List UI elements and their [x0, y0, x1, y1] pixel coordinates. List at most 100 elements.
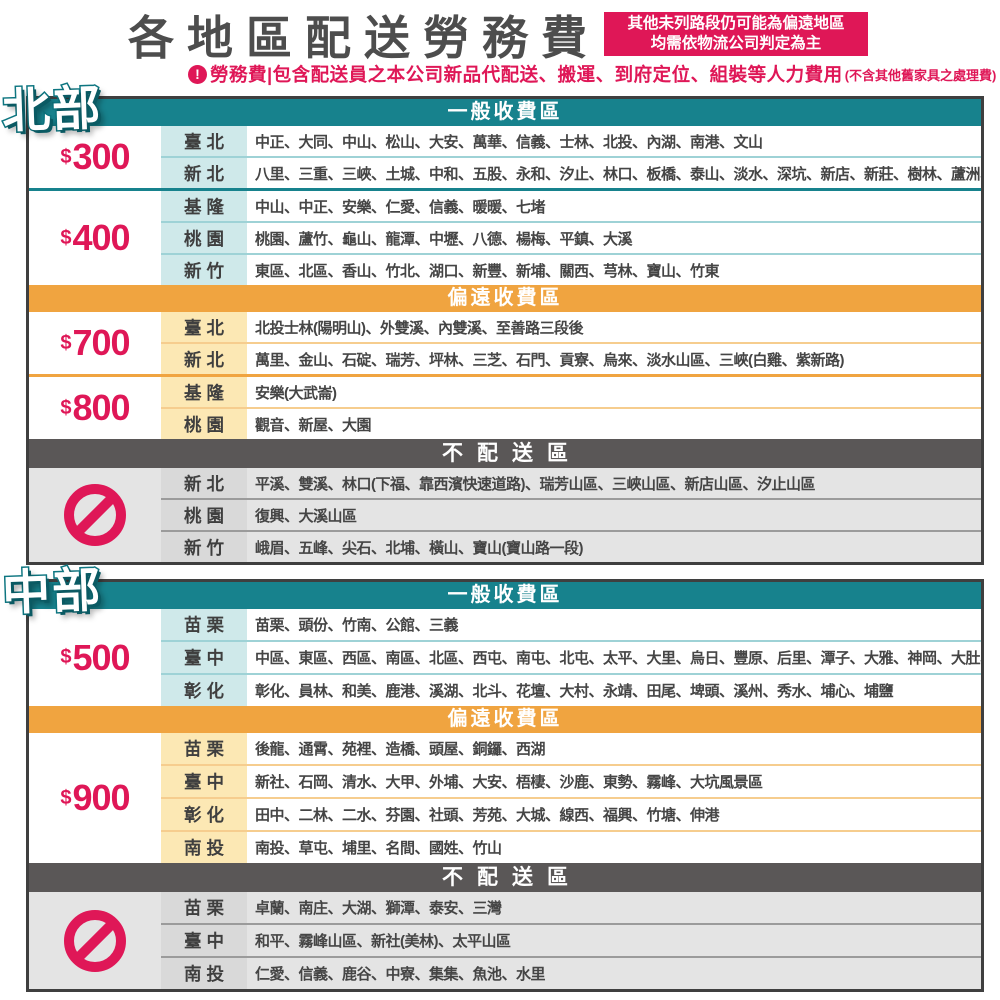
table-row: 彰化 田中、二林、二水、芬園、社頭、芳苑、大城、線西、福興、竹塘、伸港 — [161, 797, 981, 830]
price-cell: $900 — [29, 733, 161, 863]
currency-symbol: $ — [60, 226, 72, 249]
price-cell: $500 — [29, 609, 161, 706]
region-label: 苗栗 — [161, 609, 247, 640]
table-row: 苗栗 後龍、通霄、苑裡、造橋、頭屋、銅鑼、西湖 — [161, 733, 981, 764]
zone-central-no-delivery: 不配送區 苗栗 卓蘭、南庄、大湖、獅潭、泰安、三灣 臺中 和平、霧峰山區、新社(… — [29, 863, 981, 989]
price-amount: 300 — [72, 136, 131, 177]
region-areas: 和平、霧峰山區、新社(美林)、太平山區 — [255, 933, 511, 950]
table-row: 南投 南投、草屯、埔里、名間、國姓、竹山 — [161, 830, 981, 863]
table-row: 臺中 新社、石岡、清水、大甲、外埔、大安、梧棲、沙鹿、東勢、霧峰、大坑風景區 — [161, 764, 981, 797]
table-row: 基隆 中山、中正、安樂、仁愛、信義、暖暖、七堵 — [161, 191, 981, 221]
region-label: 臺北 — [161, 126, 247, 156]
table-row: 臺中 和平、霧峰山區、新社(美林)、太平山區 — [161, 923, 981, 956]
region-label: 臺中 — [161, 925, 247, 956]
region-areas: 北投士林(陽明山)、外雙溪、內雙溪、至善路三段後 — [255, 319, 584, 337]
zone-header-general: 一般收費區 — [29, 99, 981, 126]
subtitle-suffix: (不含其他舊家具之處理費) — [844, 67, 997, 83]
zone-header-remote: 偏遠收費區 — [29, 706, 981, 733]
no-delivery-group: 苗栗 卓蘭、南庄、大湖、獅潭、泰安、三灣 臺中 和平、霧峰山區、新社(美林)、太… — [29, 892, 981, 989]
title-note-line1: 其他未列路段仍可能為偏遠地區 — [627, 15, 845, 32]
region-label: 彰化 — [161, 799, 247, 830]
zone-north-general: 一般收費區 $300 臺北 中正、大同、中山、松山、大安、萬華、信義、士林、北投… — [29, 99, 981, 285]
badge-north: 北部 — [0, 81, 105, 140]
region-areas: 仁愛、信義、鹿谷、中寮、集集、魚池、水里 — [255, 966, 546, 983]
region-areas: 中山、中正、安樂、仁愛、信義、暖暖、七堵 — [255, 198, 546, 216]
table-row: 新北 八里、三重、三峽、土城、中和、五股、永和、汐止、林口、板橋、泰山、淡水、深… — [161, 156, 981, 188]
price-cell: $800 — [29, 377, 161, 439]
region-areas: 復興、大溪山區 — [255, 507, 357, 525]
no-delivery-cell — [29, 892, 161, 989]
region-areas: 卓蘭、南庄、大湖、獅潭、泰安、三灣 — [255, 900, 502, 917]
group-separator — [29, 374, 981, 377]
region-label: 新北 — [161, 468, 247, 498]
alert-icon: ! — [188, 64, 207, 84]
region-areas: 峨眉、五峰、尖石、北埔、橫山、寶山(寶山路一段) — [255, 539, 584, 557]
subtitle-text: 勞務費|包含配送員之本公司新品代配送、搬運、到府定位、組裝等人力費用 — [210, 64, 843, 85]
region-areas: 觀音、新屋、大園 — [255, 416, 372, 434]
region-label: 南投 — [161, 958, 247, 989]
region-areas: 彰化、員林、和美、鹿港、溪湖、北斗、花壇、大村、永靖、田尾、埤頭、溪州、秀水、埔… — [255, 683, 894, 700]
price-amount: 400 — [72, 217, 131, 258]
price-cell: $400 — [29, 191, 161, 285]
fee-table-north: 一般收費區 $300 臺北 中正、大同、中山、松山、大安、萬華、信義、士林、北投… — [26, 96, 984, 565]
region-areas: 萬里、金山、石碇、瑞芳、坪林、三芝、石門、貢寮、烏來、淡水山區、三峽(白雞、紫新… — [255, 351, 845, 369]
zone-header-remote: 偏遠收費區 — [29, 285, 981, 312]
table-row: 臺中 中區、東區、西區、南區、北區、西屯、南屯、北屯、太平、大里、烏日、豐原、后… — [161, 640, 981, 673]
group-separator — [29, 188, 981, 191]
fee-group-900: $900 苗栗 後龍、通霄、苑裡、造橋、頭屋、銅鑼、西湖 臺中 新社、石岡、清水… — [29, 733, 981, 863]
region-label: 彰化 — [161, 675, 247, 706]
zone-central-remote: 偏遠收費區 $900 苗栗 後龍、通霄、苑裡、造橋、頭屋、銅鑼、西湖 臺中 新社… — [29, 706, 981, 863]
table-row: 桃園 桃園、蘆竹、龜山、龍潭、中壢、八德、楊梅、平鎮、大溪 — [161, 221, 981, 253]
region-areas: 苗栗、頭份、竹南、公館、三義 — [255, 617, 459, 634]
table-row: 臺北 中正、大同、中山、松山、大安、萬華、信義、士林、北投、內湖、南港、文山 — [161, 126, 981, 156]
table-row: 苗栗 苗栗、頭份、竹南、公館、三義 — [161, 609, 981, 640]
region-areas: 田中、二林、二水、芬園、社頭、芳苑、大城、線西、福興、竹塘、伸港 — [255, 807, 720, 824]
subtitle: ! 勞務費|包含配送員之本公司新品代配送、搬運、到府定位、組裝等人力費用 (不含… — [188, 61, 996, 87]
zone-header-general: 一般收費區 — [29, 582, 981, 609]
region-label: 臺中 — [161, 642, 247, 673]
region-label: 臺中 — [161, 766, 247, 797]
region-label: 桃園 — [161, 409, 247, 439]
region-areas: 安樂(大武崙) — [255, 384, 337, 402]
title-note: 其他未列路段仍可能為偏遠地區 均需依物流公司判定為主 — [604, 12, 868, 56]
region-areas: 東區、北區、香山、竹北、湖口、新豐、新埔、關西、芎林、寶山、竹東 — [255, 262, 720, 280]
table-row: 桃園 觀音、新屋、大園 — [161, 407, 981, 439]
region-label: 新竹 — [161, 532, 247, 562]
fee-table-central: 一般收費區 $500 苗栗 苗栗、頭份、竹南、公館、三義 臺中 中區、東區、西區… — [26, 579, 984, 992]
region-areas: 南投、草屯、埔里、名間、國姓、竹山 — [255, 840, 502, 857]
region-label: 基隆 — [161, 191, 247, 221]
region-label: 新北 — [161, 158, 247, 188]
table-row: 桃園 復興、大溪山區 — [161, 498, 981, 530]
zone-north-remote: 偏遠收費區 $700 臺北 北投士林(陽明山)、外雙溪、內雙溪、至善路三段後 新… — [29, 285, 981, 439]
table-row: 新北 平溪、雙溪、林口(下福、靠西濱快速道路)、瑞芳山區、三峽山區、新店山區、汐… — [161, 468, 981, 498]
region-areas: 八里、三重、三峽、土城、中和、五股、永和、汐止、林口、板橋、泰山、淡水、深坑、新… — [255, 165, 981, 183]
table-row: 基隆 安樂(大武崙) — [161, 377, 981, 407]
price-amount: 700 — [72, 322, 131, 363]
price-amount: 800 — [72, 387, 131, 428]
no-delivery-icon-slash — [72, 492, 118, 538]
no-delivery-icon-slash — [72, 917, 118, 964]
currency-symbol: $ — [60, 145, 72, 168]
fee-group-400: $400 基隆 中山、中正、安樂、仁愛、信義、暖暖、七堵 桃園 桃園、蘆竹、龜山… — [29, 191, 981, 285]
region-label: 新竹 — [161, 255, 247, 285]
region-label: 苗栗 — [161, 892, 247, 923]
currency-symbol: $ — [60, 396, 72, 419]
region-areas: 後龍、通霄、苑裡、造橋、頭屋、銅鑼、西湖 — [255, 741, 546, 758]
zone-header-no-delivery: 不配送區 — [29, 863, 981, 892]
region-label: 桃園 — [161, 500, 247, 530]
badge-central: 中部 — [0, 563, 105, 622]
price-amount: 500 — [72, 636, 131, 678]
region-label: 桃園 — [161, 223, 247, 253]
table-row: 彰化 彰化、員林、和美、鹿港、溪湖、北斗、花壇、大村、永靖、田尾、埤頭、溪州、秀… — [161, 673, 981, 706]
price-amount: 900 — [72, 777, 131, 818]
table-row: 南投 仁愛、信義、鹿谷、中寮、集集、魚池、水里 — [161, 956, 981, 989]
no-delivery-icon — [64, 909, 126, 972]
region-areas: 桃園、蘆竹、龜山、龍潭、中壢、八德、楊梅、平鎮、大溪 — [255, 230, 633, 248]
region-label: 新北 — [161, 344, 247, 374]
fee-group-300: $300 臺北 中正、大同、中山、松山、大安、萬華、信義、士林、北投、內湖、南港… — [29, 126, 981, 188]
currency-symbol: $ — [60, 646, 72, 668]
table-row: 臺北 北投士林(陽明山)、外雙溪、內雙溪、至善路三段後 — [161, 312, 981, 342]
title-note-line2: 均需依物流公司判定為主 — [650, 35, 822, 52]
zone-north-no-delivery: 不配送區 新北 平溪、雙溪、林口(下福、靠西濱快速道路)、瑞芳山區、三峽山區、新… — [29, 439, 981, 562]
